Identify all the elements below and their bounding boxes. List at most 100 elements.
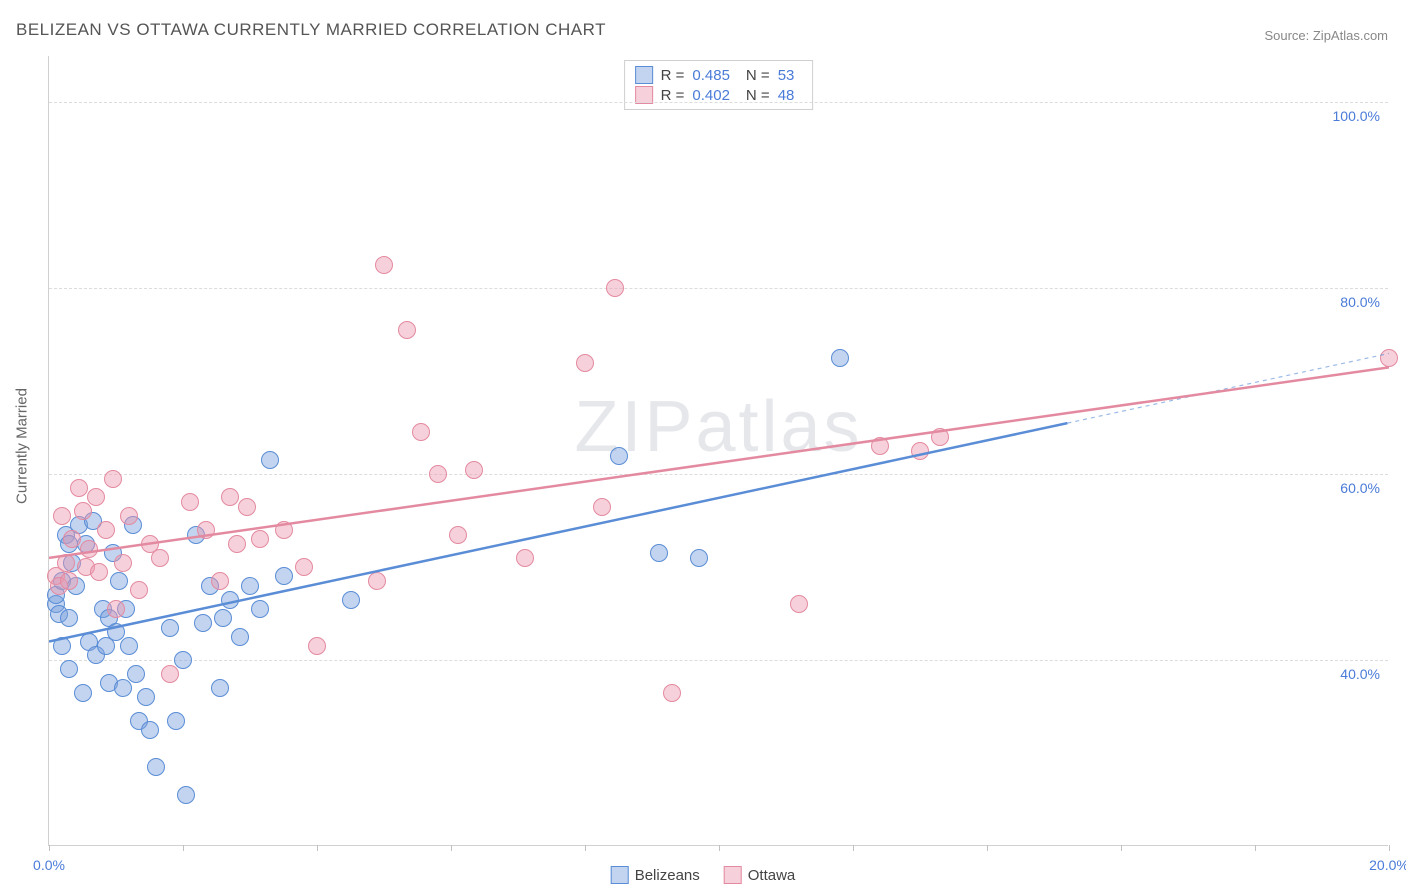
x-tick-label: 20.0% bbox=[1369, 857, 1406, 873]
source-attribution: Source: ZipAtlas.com bbox=[1264, 28, 1388, 43]
stats-row: R = 0.485 N = 53 bbox=[635, 65, 803, 85]
data-point bbox=[127, 665, 145, 683]
data-point bbox=[831, 349, 849, 367]
data-point bbox=[211, 572, 229, 590]
data-point bbox=[429, 465, 447, 483]
x-tick bbox=[183, 845, 184, 851]
data-point bbox=[663, 684, 681, 702]
data-point bbox=[911, 442, 929, 460]
legend-swatch bbox=[611, 866, 629, 884]
x-tick bbox=[317, 845, 318, 851]
data-point bbox=[130, 581, 148, 599]
data-point bbox=[295, 558, 313, 576]
data-point bbox=[610, 447, 628, 465]
data-point bbox=[114, 554, 132, 572]
data-point bbox=[275, 567, 293, 585]
data-point bbox=[107, 623, 125, 641]
data-point bbox=[308, 637, 326, 655]
x-tick bbox=[987, 845, 988, 851]
x-tick bbox=[1389, 845, 1390, 851]
data-point bbox=[80, 540, 98, 558]
legend-label: Ottawa bbox=[748, 867, 796, 884]
y-tick-label: 100.0% bbox=[1333, 108, 1380, 124]
data-point bbox=[104, 470, 122, 488]
x-tick bbox=[49, 845, 50, 851]
data-point bbox=[120, 637, 138, 655]
data-point bbox=[606, 279, 624, 297]
x-tick bbox=[1255, 845, 1256, 851]
data-point bbox=[1380, 349, 1398, 367]
data-point bbox=[449, 526, 467, 544]
data-point bbox=[167, 712, 185, 730]
data-point bbox=[57, 554, 75, 572]
data-point bbox=[261, 451, 279, 469]
x-tick bbox=[585, 845, 586, 851]
data-point bbox=[177, 786, 195, 804]
data-point bbox=[221, 591, 239, 609]
data-point bbox=[241, 577, 259, 595]
x-tick bbox=[451, 845, 452, 851]
r-value: 0.485 bbox=[692, 67, 730, 84]
data-point bbox=[412, 423, 430, 441]
chart-title: BELIZEAN VS OTTAWA CURRENTLY MARRIED COR… bbox=[16, 20, 606, 40]
data-point bbox=[120, 507, 138, 525]
data-point bbox=[593, 498, 611, 516]
x-tick bbox=[853, 845, 854, 851]
n-value: 48 bbox=[778, 87, 795, 104]
legend-item: Belizeans bbox=[611, 866, 700, 884]
data-point bbox=[110, 572, 128, 590]
y-tick-label: 80.0% bbox=[1340, 294, 1380, 310]
data-point bbox=[194, 614, 212, 632]
data-point bbox=[90, 563, 108, 581]
data-point bbox=[398, 321, 416, 339]
data-point bbox=[238, 498, 256, 516]
data-point bbox=[368, 572, 386, 590]
data-point bbox=[251, 530, 269, 548]
data-point bbox=[174, 651, 192, 669]
n-value: 53 bbox=[778, 67, 795, 84]
data-point bbox=[60, 660, 78, 678]
data-point bbox=[790, 595, 808, 613]
data-point bbox=[214, 609, 232, 627]
n-label: N = bbox=[746, 67, 770, 84]
data-point bbox=[107, 600, 125, 618]
data-point bbox=[137, 688, 155, 706]
legend-swatch bbox=[635, 66, 653, 84]
data-point bbox=[147, 758, 165, 776]
legend-swatch bbox=[724, 866, 742, 884]
data-point bbox=[516, 549, 534, 567]
data-point bbox=[871, 437, 889, 455]
legend-swatch bbox=[635, 86, 653, 104]
gridline bbox=[49, 288, 1388, 289]
r-label: R = bbox=[661, 67, 685, 84]
data-point bbox=[97, 521, 115, 539]
trend-lines bbox=[49, 56, 1389, 846]
data-point bbox=[74, 684, 92, 702]
gridline bbox=[49, 102, 1388, 103]
data-point bbox=[53, 637, 71, 655]
data-point bbox=[275, 521, 293, 539]
series-legend: Belizeans Ottawa bbox=[611, 866, 796, 884]
legend-label: Belizeans bbox=[635, 867, 700, 884]
data-point bbox=[114, 679, 132, 697]
data-point bbox=[931, 428, 949, 446]
data-point bbox=[60, 609, 78, 627]
y-tick-label: 60.0% bbox=[1340, 480, 1380, 496]
data-point bbox=[87, 488, 105, 506]
data-point bbox=[251, 600, 269, 618]
data-point bbox=[141, 721, 159, 739]
data-point bbox=[690, 549, 708, 567]
x-tick-label: 0.0% bbox=[33, 857, 65, 873]
data-point bbox=[53, 507, 71, 525]
data-point bbox=[650, 544, 668, 562]
data-point bbox=[63, 530, 81, 548]
data-point bbox=[221, 488, 239, 506]
data-point bbox=[342, 591, 360, 609]
x-tick bbox=[1121, 845, 1122, 851]
data-point bbox=[211, 679, 229, 697]
data-point bbox=[161, 665, 179, 683]
r-label: R = bbox=[661, 87, 685, 104]
chart-container: BELIZEAN VS OTTAWA CURRENTLY MARRIED COR… bbox=[0, 0, 1406, 892]
data-point bbox=[161, 619, 179, 637]
data-point bbox=[60, 572, 78, 590]
